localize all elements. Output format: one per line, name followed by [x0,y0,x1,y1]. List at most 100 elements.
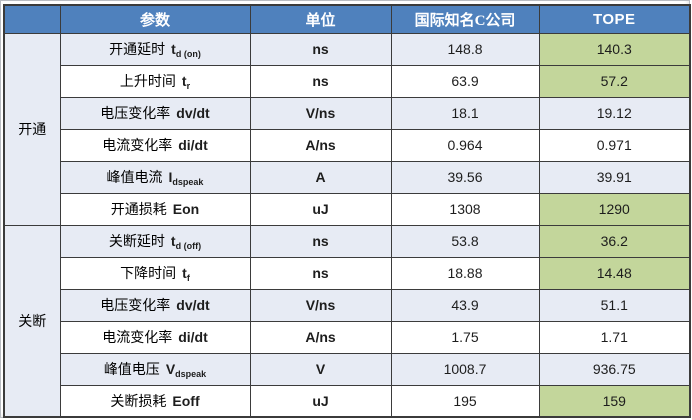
parameter-comparison-table: 参数 单位 国际知名C公司 TOPE 开通 开通延时 td (on) ns 148… [3,4,691,418]
company-value-cell: 63.9 [390,64,540,98]
parameter-cell: 上升时间 tr [59,64,251,98]
company-value-cell: 53.8 [390,224,540,258]
company-value-cell: 1.75 [390,320,540,354]
parameter-symbol: t [170,233,176,249]
tope-value-cell: 936.75 [538,352,691,386]
table-row: 关断 关断延时 td (off) ns 53.8 36.2 [3,224,691,418]
table-row: 峰值电流 Idspeak A 39.56 39.91 [4,160,691,194]
unit-cell: A/ns [249,128,392,162]
parameter-label: 关断损耗 [110,394,167,410]
parameter-label: 电流变化率 [102,139,173,154]
unit-cell: ns [249,32,392,66]
parameter-label: 电压变化率 [100,299,171,314]
parameter-label: 开通延时 [109,43,166,58]
parameter-symbol-subscript: d (on) [175,49,201,59]
tope-value-cell: 51.1 [538,288,691,322]
tope-value-cell: 14.48 [538,256,691,290]
table-row: 下降时间 tf ns 18.88 14.48 [4,256,691,290]
parameter-cell: 下降时间 tf [59,256,251,290]
tope-value-cell: 0.971 [538,128,691,162]
tope-value-cell: 1290 [538,192,691,226]
parameter-cell: 电压变化率 dv/dt [59,288,251,322]
parameter-symbol-subscript: dspeak [175,369,207,379]
tope-value-cell: 57.2 [538,64,691,98]
parameter-symbol: di/dt [178,329,208,345]
parameter-symbol: V [165,361,176,377]
parameter-symbol: t [181,73,187,89]
parameter-cell: 关断延时 td (off) [59,224,251,258]
tope-value-cell: 19.12 [538,96,691,130]
parameter-label: 电压变化率 [100,107,171,122]
company-value-cell: 18.88 [390,256,540,290]
parameter-symbol-subscript: dspeak [172,177,204,187]
table-row: 上升时间 tr ns 63.9 57.2 [4,64,691,98]
company-value-cell: 39.56 [390,160,540,194]
parameter-symbol: Eoff [172,392,200,409]
parameter-symbol: t [171,41,176,57]
parameter-cell: 开通损耗 Eon [59,192,251,226]
parameter-symbol-subscript: f [186,273,190,283]
parameter-symbol: dv/dt [176,297,210,313]
tope-value-cell: 159 [538,384,691,418]
unit-cell: ns [249,64,392,98]
unit-cell: ns [249,224,392,258]
table-row: 开通损耗 Eon uJ 1308 1290 [4,192,691,226]
table-row: 电流变化率 di/dt A/ns 1.75 1.71 [4,320,691,354]
company-value-cell: 43.9 [390,288,540,322]
parameter-symbol-subscript: r [186,81,191,91]
parameter-cell: 电流变化率 di/dt [59,128,251,162]
tope-value-cell: 1.71 [538,320,691,354]
header-company-c: 国际知名C公司 [390,4,540,34]
tope-value-cell: 140.3 [538,32,691,66]
group-label-cell: 开通 [3,32,61,226]
parameter-cell: 电流变化率 di/dt [59,320,251,354]
header-unit: 单位 [249,4,392,34]
company-value-cell: 1008.7 [390,352,540,386]
unit-cell: V [249,352,392,386]
parameter-symbol: dv/dt [176,105,210,121]
table-row: 开通 开通延时 td (on) ns 148.8 140.3 [3,32,691,226]
table-row: 电压变化率 dv/dt V/ns 18.1 19.12 [4,96,691,130]
tope-value-cell: 39.91 [538,160,691,194]
header-parameter: 参数 [59,4,251,34]
table-row: 电流变化率 di/dt A/ns 0.964 0.971 [4,128,691,162]
parameter-cell: 峰值电流 Idspeak [59,160,251,194]
parameter-symbol: t [182,265,187,281]
company-value-cell: 0.964 [390,128,540,162]
parameter-label: 峰值电流 [106,171,163,186]
company-value-cell: 148.8 [390,32,540,66]
parameter-label: 峰值电压 [103,363,160,378]
parameter-symbol: di/dt [178,137,208,153]
parameter-cell: 电压变化率 dv/dt [59,96,251,130]
parameter-symbol-subscript: d (off) [175,241,202,251]
header-row: 参数 单位 国际知名C公司 TOPE [3,4,691,34]
table-body: 开通 开通延时 td (on) ns 148.8 140.3 上升时间 tr ns … [3,32,691,418]
parameter-label: 关断延时 [108,235,165,250]
table-row: 电压变化率 dv/dt V/ns 43.9 51.1 [4,288,691,322]
table-row: 峰值电压 Vdspeak V 1008.7 936.75 [4,352,691,386]
unit-cell: ns [249,256,392,290]
header-tope: TOPE [538,4,691,34]
parameter-label: 上升时间 [119,75,176,90]
parameter-cell: 开通延时 td (on) [59,32,251,66]
unit-cell: uJ [249,192,392,226]
unit-cell: V/ns [249,96,392,130]
tope-value-cell: 36.2 [538,224,691,258]
parameter-cell: 峰值电压 Vdspeak [59,352,251,386]
parameter-symbol: Eon [172,201,200,217]
header-group-cell [3,4,61,34]
parameter-label: 电流变化率 [102,331,173,346]
parameter-label: 下降时间 [120,267,177,282]
unit-cell: uJ [249,384,392,418]
company-value-cell: 18.1 [390,96,540,130]
unit-cell: A/ns [249,320,392,354]
parameter-label: 开通损耗 [110,203,167,218]
group-label-cell: 关断 [3,224,61,418]
table-row: 关断损耗 Eoff uJ 195 159 [4,384,691,418]
unit-cell: V/ns [249,288,392,322]
unit-cell: A [249,160,392,194]
parameter-cell: 关断损耗 Eoff [59,384,251,418]
company-value-cell: 1308 [390,192,540,226]
company-value-cell: 195 [390,384,540,418]
